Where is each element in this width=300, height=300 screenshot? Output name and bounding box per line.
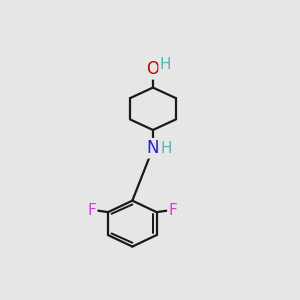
Text: F: F [88, 203, 96, 218]
Text: H: H [161, 141, 172, 156]
Text: F: F [168, 203, 177, 218]
Text: H: H [160, 57, 171, 72]
Text: N: N [147, 139, 159, 157]
Text: O: O [146, 60, 159, 78]
